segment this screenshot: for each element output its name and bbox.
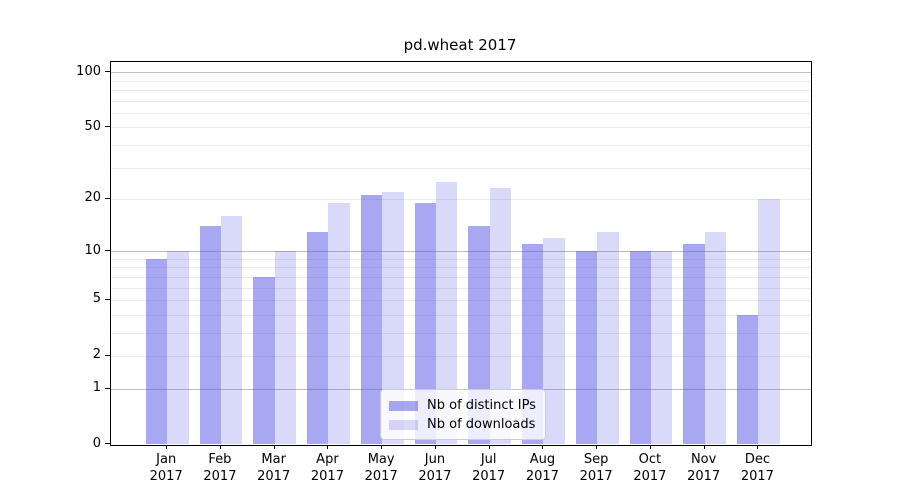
bar-ips-Sep-2017 [575, 251, 598, 445]
y-tick-mark-2 [105, 354, 110, 356]
x-tick-mark-Oct-2017 [649, 444, 651, 449]
bar-ips-Feb-2017 [199, 226, 221, 445]
x-tick-mark-Mar-2017 [273, 444, 275, 449]
y-tick-label-5: 5 [92, 291, 101, 307]
y-tick-label-50: 50 [84, 118, 101, 134]
bar-ips-Jan-2017 [145, 258, 168, 445]
x-tick-mark-Feb-2017 [219, 444, 221, 449]
plot-area: Nb of distinct IPs Nb of downloads [110, 61, 812, 446]
bar-ips-Oct-2017 [629, 251, 651, 445]
bar-downloads-Mar-2017 [274, 251, 297, 445]
y-tick-label-2: 2 [92, 347, 101, 363]
x-tick-mark-May-2017 [381, 444, 383, 449]
x-tick-label-Jun-2017: Jun 2017 [418, 451, 452, 485]
y-tick-mark-100 [105, 71, 110, 73]
bar-downloads-Oct-2017 [650, 251, 673, 445]
minor-gridline-6 [111, 287, 811, 289]
y-tick-mark-5 [105, 298, 110, 300]
minor-gridline-90 [111, 80, 811, 82]
major-gridline-100 [111, 72, 811, 74]
x-tick-label-Jul-2017: Jul 2017 [472, 451, 506, 485]
minor-gridline-2 [111, 355, 811, 357]
legend: Nb of distinct IPs Nb of downloads [380, 389, 546, 440]
minor-gridline-80 [111, 90, 811, 92]
bar-downloads-Sep-2017 [597, 231, 619, 445]
bar-downloads-May-2017 [382, 191, 404, 445]
x-tick-mark-Dec-2017 [757, 444, 759, 449]
x-tick-label-Feb-2017: Feb 2017 [203, 451, 237, 485]
x-tick-mark-Jan-2017 [166, 444, 168, 449]
minor-gridline-60 [111, 112, 811, 114]
minor-gridline-40 [111, 145, 811, 146]
bar-ips-Dec-2017 [736, 314, 759, 445]
minor-gridline-70 [111, 100, 811, 102]
x-tick-label-Jan-2017: Jan 2017 [149, 451, 183, 485]
x-tick-label-Aug-2017: Aug 2017 [525, 451, 559, 485]
bar-ips-Jun-2017 [414, 202, 436, 445]
y-tick-label-20: 20 [84, 190, 101, 206]
bar-downloads-Dec-2017 [758, 198, 780, 445]
bar-ips-Nov-2017 [683, 244, 705, 445]
x-tick-label-Dec-2017: Dec 2017 [740, 451, 774, 485]
x-tick-mark-Sep-2017 [596, 444, 598, 449]
y-tick-mark-1 [105, 387, 110, 389]
legend-label-distinct-ips: Nb of distinct IPs [427, 398, 536, 413]
x-tick-label-Mar-2017: Mar 2017 [257, 451, 291, 485]
x-tick-label-Oct-2017: Oct 2017 [633, 451, 667, 485]
bar-downloads-Apr-2017 [328, 202, 350, 445]
y-tick-label-10: 10 [84, 242, 101, 258]
bar-downloads-Nov-2017 [704, 231, 727, 445]
minor-gridline-5 [111, 299, 811, 301]
minor-gridline-4 [111, 314, 811, 316]
bar-downloads-Jun-2017 [435, 181, 458, 445]
chart-title: pd.wheat 2017 [403, 36, 517, 54]
y-tick-mark-50 [105, 126, 110, 128]
y-tick-mark-0 [105, 443, 110, 445]
x-tick-label-May-2017: May 2017 [364, 451, 398, 485]
y-tick-mark-20 [105, 197, 110, 199]
y-tick-label-1: 1 [92, 380, 101, 396]
bar-ips-Apr-2017 [307, 231, 329, 445]
x-tick-label-Apr-2017: Apr 2017 [310, 451, 344, 485]
legend-swatch-downloads-icon [389, 419, 418, 430]
minor-gridline-8 [111, 267, 811, 269]
x-tick-mark-Jul-2017 [488, 444, 490, 449]
y-tick-label-0: 0 [92, 435, 101, 451]
minor-gridline-7 [111, 276, 811, 278]
bar-downloads-Feb-2017 [220, 215, 243, 445]
bar-ips-May-2017 [360, 195, 383, 445]
x-tick-mark-Jun-2017 [434, 444, 436, 449]
x-tick-label-Sep-2017: Sep 2017 [579, 451, 613, 485]
legend-label-downloads: Nb of downloads [427, 417, 536, 432]
minor-gridline-30 [111, 167, 811, 169]
minor-gridline-50 [111, 127, 811, 129]
bar-downloads-Jul-2017 [489, 188, 512, 445]
legend-swatch-distinct-ips-icon [389, 400, 418, 411]
bar-downloads-Aug-2017 [543, 237, 565, 445]
x-tick-mark-Aug-2017 [542, 444, 544, 449]
x-tick-mark-Nov-2017 [703, 444, 705, 449]
y-tick-mark-10 [105, 250, 110, 252]
x-tick-mark-Apr-2017 [327, 444, 329, 449]
minor-gridline-9 [111, 258, 811, 260]
minor-gridline-3 [111, 332, 811, 334]
legend-item-downloads: Nb of downloads [389, 415, 537, 434]
minor-gridline-20 [111, 198, 811, 200]
bar-downloads-Jan-2017 [167, 251, 189, 445]
x-tick-label-Nov-2017: Nov 2017 [687, 451, 721, 485]
y-tick-label-100: 100 [76, 63, 101, 79]
major-gridline-10 [111, 251, 811, 253]
bar-ips-Mar-2017 [253, 276, 275, 445]
legend-item-distinct-ips: Nb of distinct IPs [389, 396, 537, 415]
